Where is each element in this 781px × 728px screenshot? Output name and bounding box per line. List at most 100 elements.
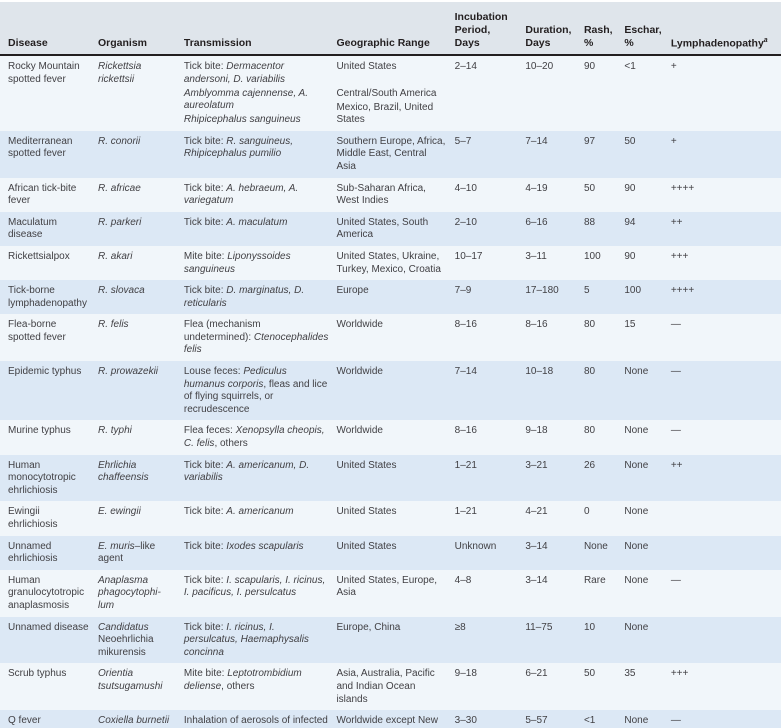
cell-transmission: Tick bite: A. hebraeum, A. variegatum bbox=[183, 182, 299, 207]
cell-lymph bbox=[671, 617, 781, 664]
cell-geographic: Europe, China bbox=[336, 621, 401, 633]
cell-incubation: 7–14 bbox=[454, 366, 477, 378]
column-header-rash: Rash,% bbox=[583, 2, 625, 57]
table-row: Flea-borne spotted fever R. felis Flea (me… bbox=[0, 314, 781, 362]
cell-transmission: Inhalation of aerosols of infected partu… bbox=[183, 715, 328, 728]
cell-incubation: 10–17 bbox=[454, 250, 483, 262]
table-row: Maculatum disease R. parkeri Tick bite: A.… bbox=[0, 211, 781, 246]
cell-geographic: Worldwide bbox=[336, 366, 383, 378]
cell-geographic: United States bbox=[336, 459, 397, 471]
cell-lymph: ++++ bbox=[670, 182, 695, 194]
cell-lymph: ++++ bbox=[670, 285, 695, 297]
cell-incubation: 4–10 bbox=[454, 182, 477, 194]
cell-geographic: United States, South America bbox=[336, 216, 429, 241]
cell-lymph: — bbox=[670, 366, 681, 378]
cell-disease: Murine typhus bbox=[8, 425, 71, 437]
cell-disease: African tick-bite fever bbox=[8, 182, 77, 207]
cell-duration: 8–16 bbox=[525, 319, 548, 331]
cell-geographic: Asia, Australia, Pacific and Indian Ocea… bbox=[336, 668, 435, 705]
cell-lymph: ++ bbox=[670, 459, 683, 471]
cell-lymph: — bbox=[670, 425, 681, 437]
cell-lymph: +++ bbox=[670, 250, 689, 262]
cell-transmission: Tick bite: I. scapularis, I. ricinus, I.… bbox=[183, 574, 326, 599]
table-row: Human monocytotropic ehrlichiosis Ehrlich… bbox=[0, 454, 781, 502]
cell-transmission: Tick bite: A. americanum bbox=[183, 506, 294, 518]
cell-disease: Scrub typhus bbox=[8, 668, 67, 680]
cell-eschar: 90 bbox=[624, 182, 636, 194]
cell-rash: 97 bbox=[583, 135, 596, 147]
cell-organism: Coxiella burnetii bbox=[98, 715, 170, 727]
cell-lymph: + bbox=[670, 61, 677, 73]
cell-organism: Orientia tsutsugamushi bbox=[98, 668, 163, 692]
cell-disease: Rickettsialpox bbox=[8, 250, 70, 262]
table-body: Rocky Mountain spotted fever Rickettsia r… bbox=[0, 55, 781, 728]
cell-rash: 5 bbox=[583, 285, 590, 297]
cell-rash: 50 bbox=[583, 182, 596, 194]
column-header-transmission: Transmission bbox=[183, 2, 337, 57]
cell-duration: 10–18 bbox=[525, 366, 554, 378]
table-row: Murine typhus R. typhi Flea feces: Xenopsy… bbox=[0, 420, 781, 455]
cell-geographic: Southern Europe, Africa, Middle East, Ce… bbox=[336, 135, 446, 172]
cell-rash: 26 bbox=[583, 459, 596, 471]
cell-incubation: 9–18 bbox=[454, 668, 477, 680]
cell-disease: Flea-borne spotted fever bbox=[8, 319, 66, 343]
cell-eschar: None bbox=[624, 459, 649, 471]
cell-geographic: United States bbox=[336, 506, 397, 518]
cell-duration: 10–20 bbox=[525, 61, 554, 73]
cell-organism: R. africae bbox=[98, 182, 141, 194]
cell-duration: 17–180 bbox=[525, 285, 559, 297]
cell-transmission: Mite bite: Liponyssoides sanguineus bbox=[183, 250, 291, 275]
cell-organism: R. conorii bbox=[98, 135, 141, 147]
cell-transmission: Tick bite: D. marginatus, D. reticularis bbox=[183, 285, 305, 309]
cell-transmission: Flea feces: Xenopsylla cheopis, C. felis… bbox=[183, 425, 325, 450]
cell-eschar: 94 bbox=[624, 216, 636, 228]
cell-incubation: 3–30 bbox=[454, 715, 477, 727]
cell-lymph: + bbox=[670, 135, 677, 147]
cell-eschar: None bbox=[624, 715, 649, 727]
cell-eschar: 35 bbox=[624, 668, 636, 680]
cell-disease: Human monocytotropic ehrlichiosis bbox=[8, 459, 76, 496]
cell-geographic: United States Central/South America Mexico… bbox=[336, 61, 437, 126]
cell-incubation: 2–14 bbox=[454, 61, 477, 73]
cell-incubation: 1–21 bbox=[454, 506, 477, 518]
cell-duration: 4–21 bbox=[525, 506, 548, 518]
cell-geographic: Sub-Saharan Africa, West Indies bbox=[336, 182, 426, 207]
cell-transmission: Tick bite: A. americanum, D. variabilis bbox=[183, 459, 310, 484]
cell-disease: Ewingii ehrlichiosis bbox=[8, 506, 58, 530]
cell-duration: 3–14 bbox=[525, 540, 548, 552]
cell-transmission: Tick bite: A. maculatum bbox=[183, 216, 288, 228]
table-row: Rocky Mountain spotted fever Rickettsia r… bbox=[0, 55, 781, 131]
cell-eschar: 50 bbox=[624, 135, 636, 147]
cell-geographic: United States bbox=[336, 540, 397, 552]
table-row: Human granulocytotropic anaplasmosis Anap… bbox=[0, 569, 781, 617]
cell-duration: 9–18 bbox=[525, 425, 548, 437]
header-row: Disease Organism Transmission Geographic Ra… bbox=[0, 2, 781, 57]
cell-disease: Maculatum disease bbox=[8, 216, 57, 241]
cell-organism: E. muris–like agent bbox=[98, 540, 156, 565]
cell-duration: 6–21 bbox=[525, 668, 548, 680]
cell-eschar: None bbox=[624, 366, 649, 378]
table-header: Disease Organism Transmission Geographic Ra… bbox=[0, 2, 781, 57]
cell-organism: Anaplasma phagocytophi-lum bbox=[98, 574, 161, 611]
column-header-disease: Disease bbox=[0, 2, 98, 57]
cell-rash: 10 bbox=[583, 621, 596, 633]
cell-transmission: Tick bite: Ixodes scapularis bbox=[183, 540, 304, 552]
cell-incubation: 2–10 bbox=[454, 216, 477, 228]
table-row: Rickettsialpox R. akari Mite bite: Liponys… bbox=[0, 245, 781, 281]
column-header-lymph: Lymphadenopathya bbox=[670, 2, 781, 57]
cell-rash: Rare bbox=[583, 574, 606, 586]
cell-duration: 11–75 bbox=[525, 621, 553, 633]
cell-duration: 7–14 bbox=[525, 135, 548, 147]
cell-organism: Rickettsia rickettsii bbox=[98, 61, 142, 85]
cell-incubation: Unknown bbox=[454, 540, 497, 552]
cell-organism: Ehrlichia chaffeensis bbox=[98, 459, 149, 484]
cell-rash: 80 bbox=[583, 366, 596, 378]
cell-incubation: 8–16 bbox=[454, 319, 477, 331]
cell-duration: 5–57 bbox=[525, 715, 548, 727]
table-row: Ewingii ehrlichiosis E. ewingii Tick bite:… bbox=[0, 501, 781, 536]
cell-rash: 100 bbox=[583, 250, 601, 262]
cell-rash: <1 bbox=[583, 715, 596, 727]
cell-rash: 50 bbox=[583, 668, 596, 680]
